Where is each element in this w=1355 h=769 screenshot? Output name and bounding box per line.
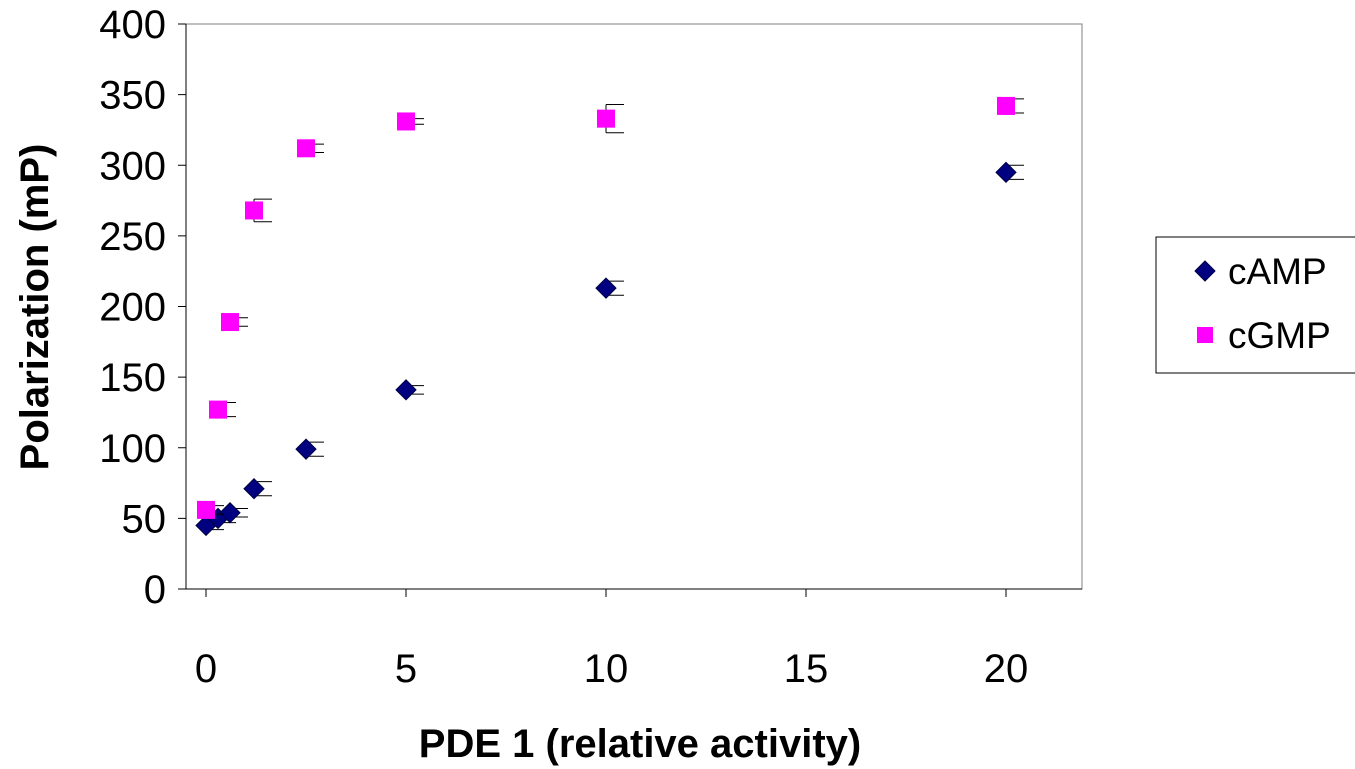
series-layer — [195, 96, 1024, 537]
series-cgmp — [197, 96, 1024, 519]
legend-marker-camp — [1194, 260, 1216, 282]
x-axis: 0 5 10 15 20 — [186, 588, 1082, 691]
data-point-diamond — [219, 502, 241, 524]
legend-label-cgmp: cGMP — [1228, 315, 1331, 356]
data-point-square — [297, 139, 315, 158]
data-point-diamond — [295, 438, 317, 460]
y-tick-label: 150 — [99, 356, 166, 400]
x-axis-title: PDE 1 (relative activity) — [419, 722, 861, 766]
legend-marker-cgmp — [1197, 327, 1213, 343]
y-axis-title: Polarization (mP) — [13, 144, 57, 471]
data-point-diamond — [243, 478, 265, 500]
y-tick-label: 0 — [144, 568, 166, 612]
y-tick-label: 300 — [99, 144, 166, 188]
data-point-square — [209, 400, 227, 419]
y-tick-label: 350 — [99, 74, 166, 118]
plot-area — [185, 23, 1083, 590]
y-tick-label: 400 — [99, 3, 166, 47]
data-point-square — [245, 201, 263, 220]
x-tick-label: 5 — [395, 647, 417, 691]
legend-box — [1155, 236, 1355, 374]
y-tick-label: 100 — [99, 427, 166, 471]
data-point-diamond — [595, 277, 617, 299]
x-tick-label: 0 — [195, 647, 217, 691]
y-tick-label: 200 — [99, 286, 166, 330]
legend-label-camp: cAMP — [1228, 251, 1327, 292]
x-tick-label: 20 — [984, 647, 1029, 691]
data-point-square — [221, 313, 239, 332]
data-point-square — [397, 112, 415, 131]
data-point-square — [997, 96, 1015, 115]
x-tick-label: 10 — [584, 647, 629, 691]
data-point-diamond — [395, 379, 417, 401]
y-tick-label: 250 — [99, 215, 166, 259]
y-axis: 0 50 100 150 200 250 300 350 400 — [99, 3, 187, 612]
y-tick-label: 50 — [122, 497, 167, 541]
legend: cAMP cGMP — [1155, 236, 1355, 374]
data-point-diamond — [995, 161, 1017, 184]
data-point-square — [197, 500, 215, 519]
data-point-square — [597, 109, 615, 128]
x-tick-label: 15 — [784, 647, 829, 691]
